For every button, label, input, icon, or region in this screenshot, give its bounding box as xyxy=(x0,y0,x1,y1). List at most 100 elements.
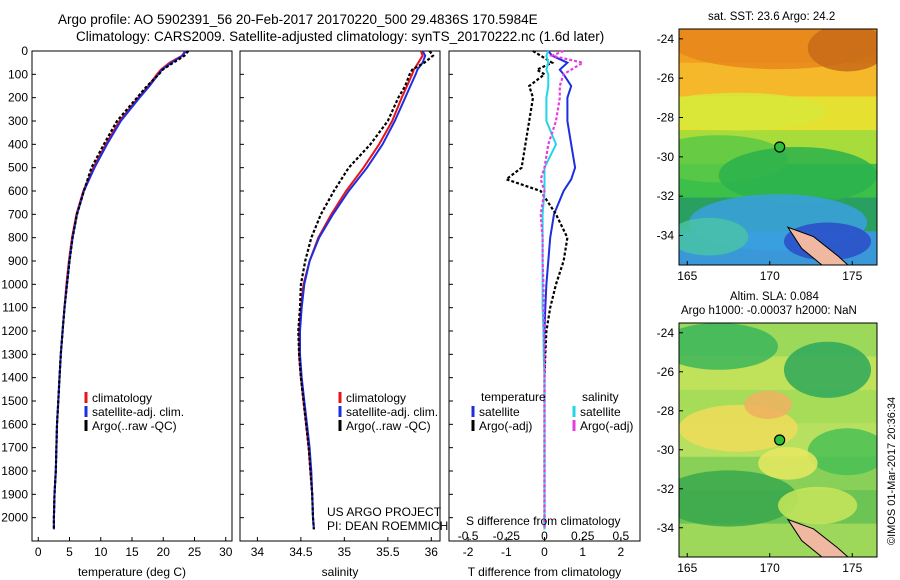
x-tick-label: 15 xyxy=(125,545,139,559)
y-tick-label: 500 xyxy=(8,161,28,175)
sal-argo-line xyxy=(297,50,435,530)
legend-sal-satellite-label: satellite xyxy=(580,405,621,419)
x-tick-label: 35 xyxy=(338,545,352,559)
map-y-tick-label: -34 xyxy=(657,229,675,243)
x-tick-label-top: 0.5 xyxy=(613,529,630,543)
map-y-tick-label: -28 xyxy=(657,111,675,125)
pi-annotation: PI: DEAN ROEMMICH xyxy=(327,519,448,533)
x-tick-label: 36 xyxy=(425,545,439,559)
map-y-tick-label: -24 xyxy=(657,326,675,340)
map-field-blob xyxy=(758,447,818,480)
y-tick-label: 1100 xyxy=(2,301,28,315)
x-tick-label: 34 xyxy=(251,545,265,559)
map-field-blob xyxy=(718,147,877,204)
x-axis-label: salinity xyxy=(322,565,359,579)
x-tick-label: 0 xyxy=(35,545,42,559)
map-field-blob xyxy=(778,486,858,525)
x-tick-label: -2 xyxy=(463,545,474,559)
legend-satellite-label: satellite-adj. clim. xyxy=(346,405,438,419)
map-y-tick-label: -30 xyxy=(657,443,675,457)
y-tick-label: 1000 xyxy=(1,277,28,291)
y-tick-label: 1500 xyxy=(1,394,28,408)
map-x-tick-label: 165 xyxy=(677,269,697,283)
sst-map-title: sat. SST: 23.6 Argo: 24.2 xyxy=(708,11,836,23)
y-tick-label: 1400 xyxy=(1,371,28,385)
y-tick-label: 300 xyxy=(8,114,28,128)
legend-title-temperature: temperature xyxy=(481,390,546,404)
map-x-tick-label: 165 xyxy=(677,561,697,575)
map-y-tick-label: -26 xyxy=(657,71,675,85)
legend-satellite-label: satellite-adj. clim. xyxy=(92,405,184,419)
legend-climatology-label: climatology xyxy=(346,391,406,405)
x-tick-label: 2 xyxy=(618,545,625,559)
legend-title-salinity: salinity xyxy=(582,390,619,404)
x-axis-label: T difference from climatology xyxy=(468,565,622,579)
diff-sal-argo-line xyxy=(539,49,586,530)
y-tick-label: 0 xyxy=(21,44,28,58)
y-tick-label: 100 xyxy=(8,67,28,81)
map-x-tick-label: 175 xyxy=(842,269,862,283)
credit-label: ©IMOS 01-Mar-2017 20:36:34 xyxy=(886,396,898,545)
project-annotation: US ARGO PROJECT xyxy=(327,505,442,519)
x-tick-label: 30 xyxy=(219,545,233,559)
map-x-tick-label: 175 xyxy=(842,561,862,575)
map-x-tick-label: 170 xyxy=(760,561,780,575)
map-y-tick-label: -28 xyxy=(657,404,675,418)
y-tick-label: 600 xyxy=(8,184,28,198)
x-tick-label: 25 xyxy=(188,545,202,559)
map-field-blob xyxy=(679,470,798,527)
y-tick-label: 700 xyxy=(8,207,28,221)
map-field-blob xyxy=(679,92,828,131)
legend-argo-label: Argo(..raw -QC) xyxy=(92,419,177,433)
title-line-1: Argo profile: AO 5902391_56 20-Feb-2017 … xyxy=(58,12,538,27)
temp-argo-line xyxy=(52,50,190,530)
argo-position-marker xyxy=(774,434,786,446)
legend-argo-label: Argo(..raw -QC) xyxy=(346,419,431,433)
x-tick-label: 10 xyxy=(94,545,108,559)
legend-sal-argo-label: Argo(-adj) xyxy=(580,419,633,433)
sla-map-title-line-2: Argo h1000: -0.00037 h2000: NaN xyxy=(681,305,857,317)
x-axis-label-top: S difference from climatology xyxy=(466,514,621,528)
x-tick-label: 20 xyxy=(157,545,171,559)
map-frame xyxy=(678,322,878,558)
map-field-blob xyxy=(744,390,792,419)
map-y-tick-label: -32 xyxy=(657,189,675,203)
y-tick-label: 2000 xyxy=(1,511,28,525)
x-tick-label: 1 xyxy=(579,545,586,559)
x-tick-label-top: 0.25 xyxy=(571,529,595,543)
map-x-tick-label: 170 xyxy=(760,269,780,283)
x-tick-label: 35.5 xyxy=(376,545,400,559)
y-tick-label: 200 xyxy=(8,91,28,105)
y-tick-label: 1700 xyxy=(1,441,28,455)
x-tick-label-top: 0 xyxy=(541,529,548,543)
x-tick-label-top: -0.5 xyxy=(458,529,479,543)
y-tick-label: 1800 xyxy=(1,464,28,478)
map-frame xyxy=(678,28,878,266)
map-y-tick-label: -34 xyxy=(657,521,675,535)
sst-map: -24 -26 -28 -30 -32 -34 165 170 175 xyxy=(657,28,878,283)
map-field-blob xyxy=(679,323,778,370)
land-outline xyxy=(786,518,849,557)
temp-satellite-line xyxy=(52,50,187,530)
map-field-band xyxy=(679,523,877,557)
x-tick-label: -1 xyxy=(501,545,512,559)
sal-climatology-line xyxy=(298,50,424,530)
sla-map-title-line-1: Altim. SLA: 0.084 xyxy=(730,291,819,303)
map-y-tick-label: -26 xyxy=(657,365,675,379)
panel-frame-1 xyxy=(31,50,233,542)
map-y-tick-label: -24 xyxy=(657,32,675,46)
sal-satellite-line xyxy=(299,50,427,530)
x-axis-label: temperature (deg C) xyxy=(78,565,186,579)
y-tick-label: 1200 xyxy=(1,324,28,338)
x-tick-label-top: -0.25 xyxy=(493,529,521,543)
x-tick-label: 0 xyxy=(541,545,548,559)
legend-climatology-label: climatology xyxy=(92,391,152,405)
map-field-blob xyxy=(783,341,872,398)
sla-map: -24 -26 -28 -30 -32 -34 165 170 175 xyxy=(657,322,878,575)
legend-temp-satellite-label: satellite xyxy=(479,405,520,419)
x-tick-label: 34.5 xyxy=(289,545,313,559)
legend-temp-argo-label: Argo(-adj) xyxy=(479,419,532,433)
map-y-tick-label: -30 xyxy=(657,150,675,164)
map-field-blob xyxy=(807,428,877,476)
